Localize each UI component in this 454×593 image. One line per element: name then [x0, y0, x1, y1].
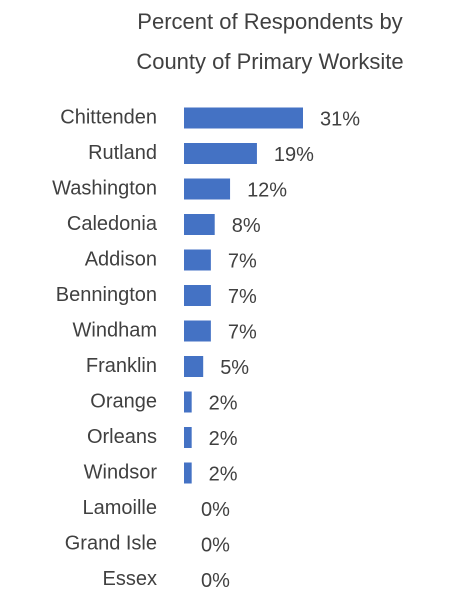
category-label: Lamoille	[83, 497, 157, 519]
category-label: Essex	[103, 568, 157, 590]
bar	[184, 214, 215, 235]
value-label: 0%	[201, 570, 230, 592]
value-label: 2%	[209, 463, 238, 485]
bar	[184, 391, 192, 413]
value-label: 12%	[247, 179, 287, 201]
bar	[184, 356, 204, 377]
category-label: Rutland	[88, 142, 157, 164]
category-label: Addison	[85, 248, 157, 270]
bar	[184, 285, 211, 306]
value-label: 8%	[232, 215, 261, 237]
value-label: 2%	[209, 428, 238, 450]
category-label: Chittenden	[60, 106, 157, 128]
value-label: 7%	[228, 250, 257, 272]
bar	[184, 107, 303, 129]
category-label: Grand Isle	[65, 532, 157, 554]
category-label: Windham	[73, 319, 157, 341]
category-label: Orange	[90, 390, 157, 412]
chart-title: County of Primary Worksite	[136, 49, 403, 74]
bar	[184, 249, 211, 271]
value-label: 0%	[201, 534, 230, 556]
value-label: 0%	[201, 499, 230, 521]
value-label: 2%	[209, 392, 238, 414]
value-label: 5%	[220, 357, 249, 379]
bar	[184, 462, 192, 484]
value-label: 7%	[228, 321, 257, 343]
bar	[184, 143, 257, 164]
bar	[184, 178, 231, 200]
value-label: 7%	[228, 286, 257, 308]
bar	[184, 427, 192, 448]
chart-title: Percent of Respondents by	[137, 9, 402, 34]
value-label: 31%	[320, 108, 360, 130]
category-label: Windsor	[84, 461, 158, 483]
value-label: 19%	[274, 144, 314, 166]
category-label: Orleans	[87, 426, 157, 448]
category-label: Washington	[52, 177, 157, 199]
category-label: Franklin	[86, 355, 157, 377]
category-label: Bennington	[56, 284, 157, 306]
category-label: Caledonia	[67, 213, 158, 235]
bar	[184, 320, 211, 342]
